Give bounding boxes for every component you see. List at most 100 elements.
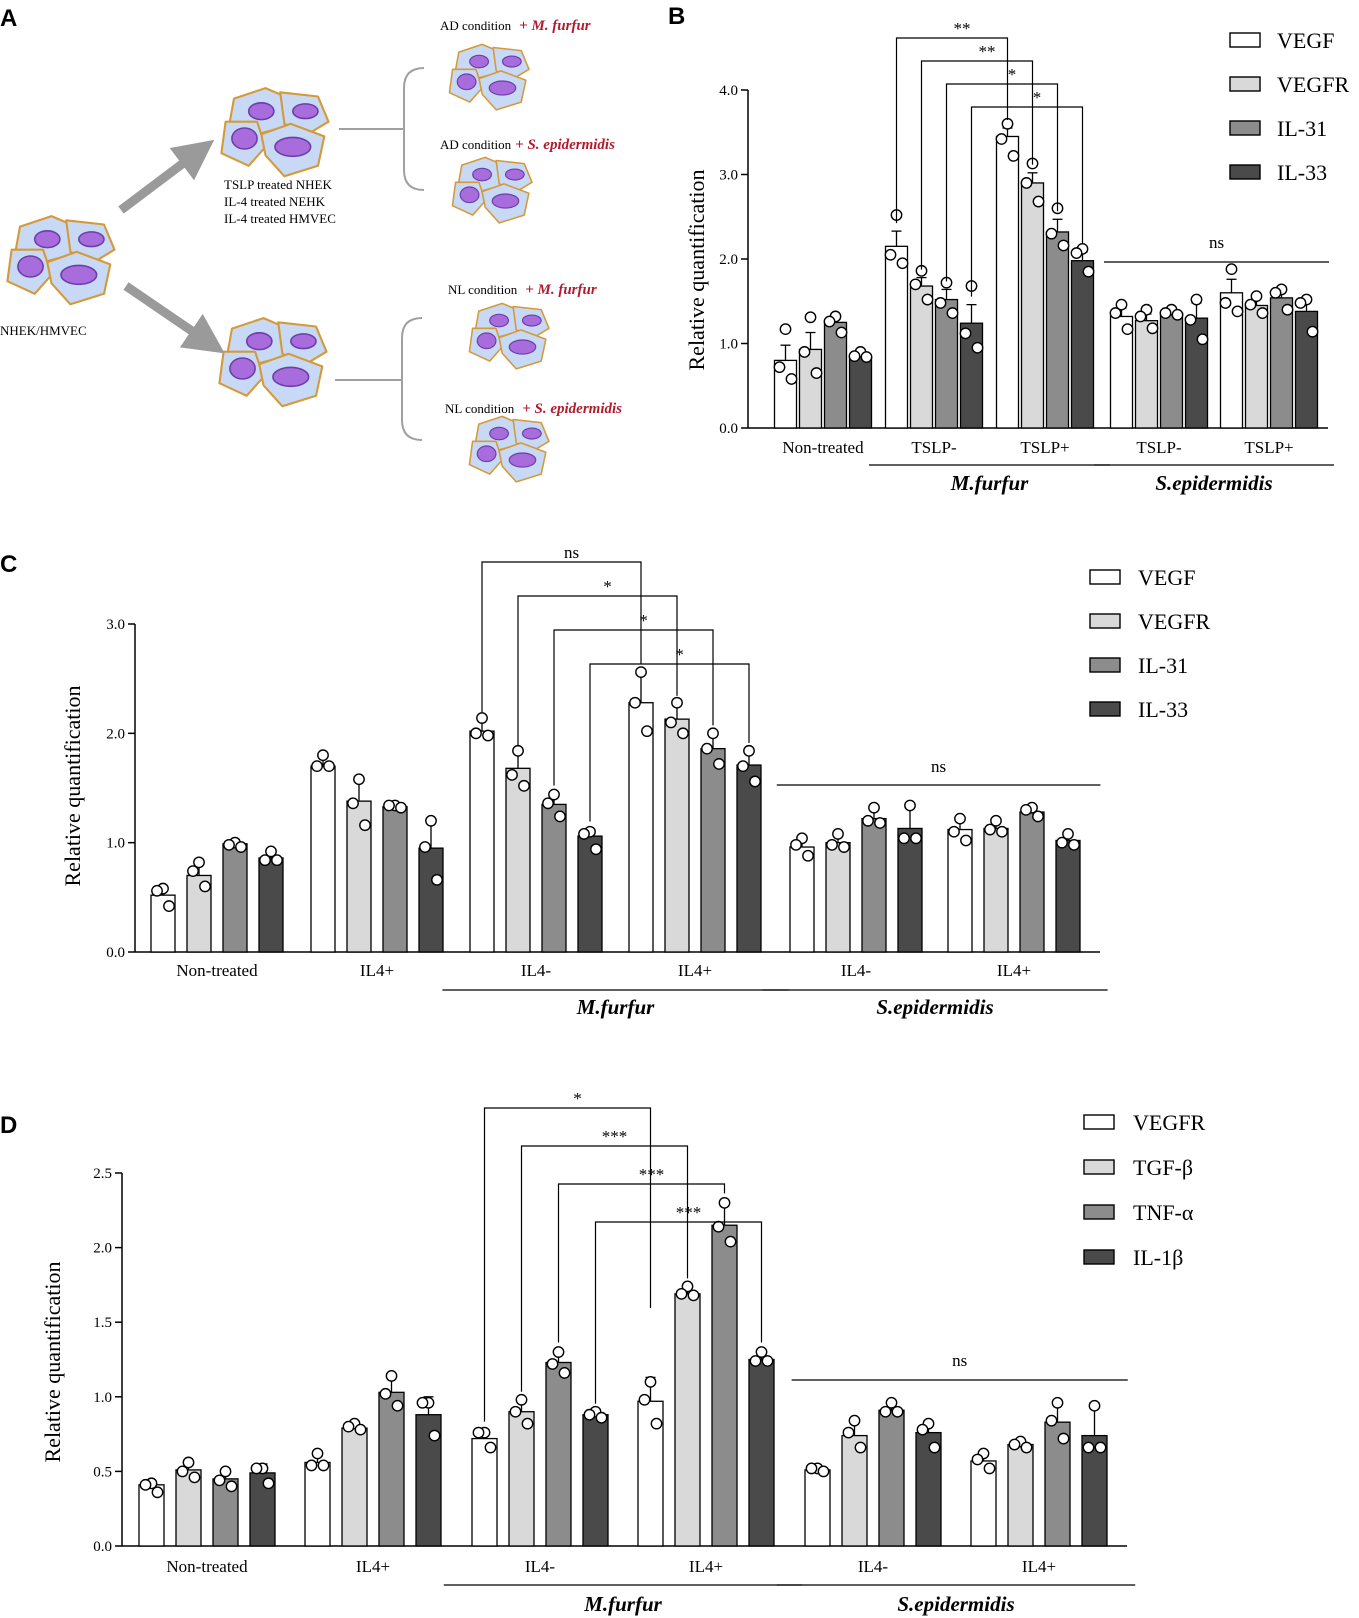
group-label: M.furfur (583, 1592, 662, 1616)
data-point (898, 832, 910, 845)
bar (884, 245, 909, 429)
bar (382, 805, 408, 953)
data-point (379, 1387, 392, 1400)
data-point (644, 1375, 657, 1388)
data-point (960, 834, 972, 847)
bar (1045, 231, 1070, 429)
bar (577, 835, 603, 953)
category-label: Non-treated (176, 961, 258, 980)
data-point (842, 1426, 855, 1439)
category-label: IL4+ (997, 961, 1031, 980)
group-label: S.epidermidis (876, 995, 993, 1019)
panel-d-chart: D 0.0 0.5 1.0 1.5 2.0 2.5 Relative quantificati… (0, 1089, 1205, 1616)
panel-b-letter: B (668, 3, 685, 30)
legend-entry: IL-33 (1277, 160, 1327, 185)
significance-label: *** (602, 1127, 628, 1146)
data-point (1134, 310, 1147, 323)
bar (378, 1391, 405, 1547)
data-point (910, 832, 922, 845)
legend-swatch (1229, 76, 1261, 92)
legend-swatch (1089, 701, 1121, 717)
cell-cluster-nl-sepidermidis (468, 415, 550, 483)
bar (545, 1361, 572, 1547)
bar (983, 827, 1009, 953)
data-point (219, 1465, 232, 1478)
cell-nucleus (491, 193, 520, 209)
legend-swatch (1229, 164, 1261, 180)
data-point (885, 1396, 898, 1409)
panel-d-y-axis: 0.0 0.5 1.0 1.5 2.0 2.5 (93, 1166, 123, 1555)
data-point (804, 311, 817, 324)
data-point (848, 1414, 861, 1427)
data-point (971, 341, 984, 354)
data-point (971, 1453, 984, 1466)
data-point (755, 1346, 768, 1358)
data-point (934, 297, 947, 309)
bar (947, 828, 973, 953)
condition-4-label: NL condition + S. epidermidis (445, 400, 622, 417)
cell-nucleus (508, 452, 537, 468)
data-point (542, 797, 554, 810)
cell-nucleus (456, 73, 477, 91)
data-point (990, 814, 1002, 827)
condition-1-label: AD condition + M. furfur (440, 17, 591, 34)
data-point (995, 133, 1008, 145)
data-point (785, 373, 798, 385)
source-cell-label: NHEK/HMVEC (0, 323, 87, 338)
cell-nucleus (292, 103, 319, 120)
data-point (472, 1426, 485, 1439)
data-point (635, 666, 647, 679)
data-point (743, 744, 755, 757)
category-label: IL4+ (1022, 1557, 1056, 1576)
data-point (1057, 239, 1070, 252)
data-point (163, 900, 175, 912)
legend-entry: TNF-α (1133, 1200, 1194, 1225)
bar (1159, 312, 1184, 429)
legend-swatch (1083, 1204, 1115, 1220)
y-tick-label: 0.0 (719, 421, 738, 437)
significance-bracket (594, 1221, 763, 1404)
bar (798, 348, 823, 429)
bar (310, 765, 336, 953)
data-point (1070, 247, 1083, 259)
cell-nucleus (476, 445, 497, 463)
panel-d-bars (138, 1196, 1108, 1547)
cell-nucleus (469, 54, 490, 69)
data-point (1088, 1399, 1101, 1412)
data-point (854, 1441, 867, 1454)
data-point (583, 1408, 596, 1421)
data-point (1244, 298, 1257, 311)
data-point (826, 838, 838, 851)
data-point (638, 1393, 651, 1406)
bar (841, 1434, 868, 1547)
data-point (1045, 227, 1058, 240)
panel-d-letter: D (0, 1112, 17, 1139)
legend-entry: VEGF (1277, 28, 1334, 53)
significance-label: * (1033, 88, 1042, 107)
panel-b-bars (773, 117, 1319, 429)
data-point (1115, 298, 1128, 311)
data-point (317, 1459, 330, 1472)
data-point (954, 812, 966, 825)
data-point (802, 849, 814, 862)
cell-cluster-normal (218, 317, 328, 408)
bar (1019, 811, 1045, 953)
data-point (1001, 117, 1014, 130)
data-point (470, 727, 482, 740)
data-point (182, 1456, 195, 1469)
data-point (761, 1355, 774, 1367)
data-point (1109, 307, 1122, 319)
significance-label: *** (639, 1165, 665, 1184)
data-point (354, 1423, 367, 1436)
bar (628, 702, 654, 953)
legend-entry: IL-31 (1138, 653, 1188, 678)
data-point (1082, 265, 1095, 278)
bracket-top (339, 67, 425, 191)
legend-entry: VEGFR (1133, 1110, 1205, 1135)
category-label: TSLP+ (1020, 438, 1069, 457)
data-point (921, 293, 934, 306)
bar (878, 1409, 905, 1547)
data-point (187, 865, 199, 877)
condition-1-prefix: AD condition (440, 18, 512, 33)
